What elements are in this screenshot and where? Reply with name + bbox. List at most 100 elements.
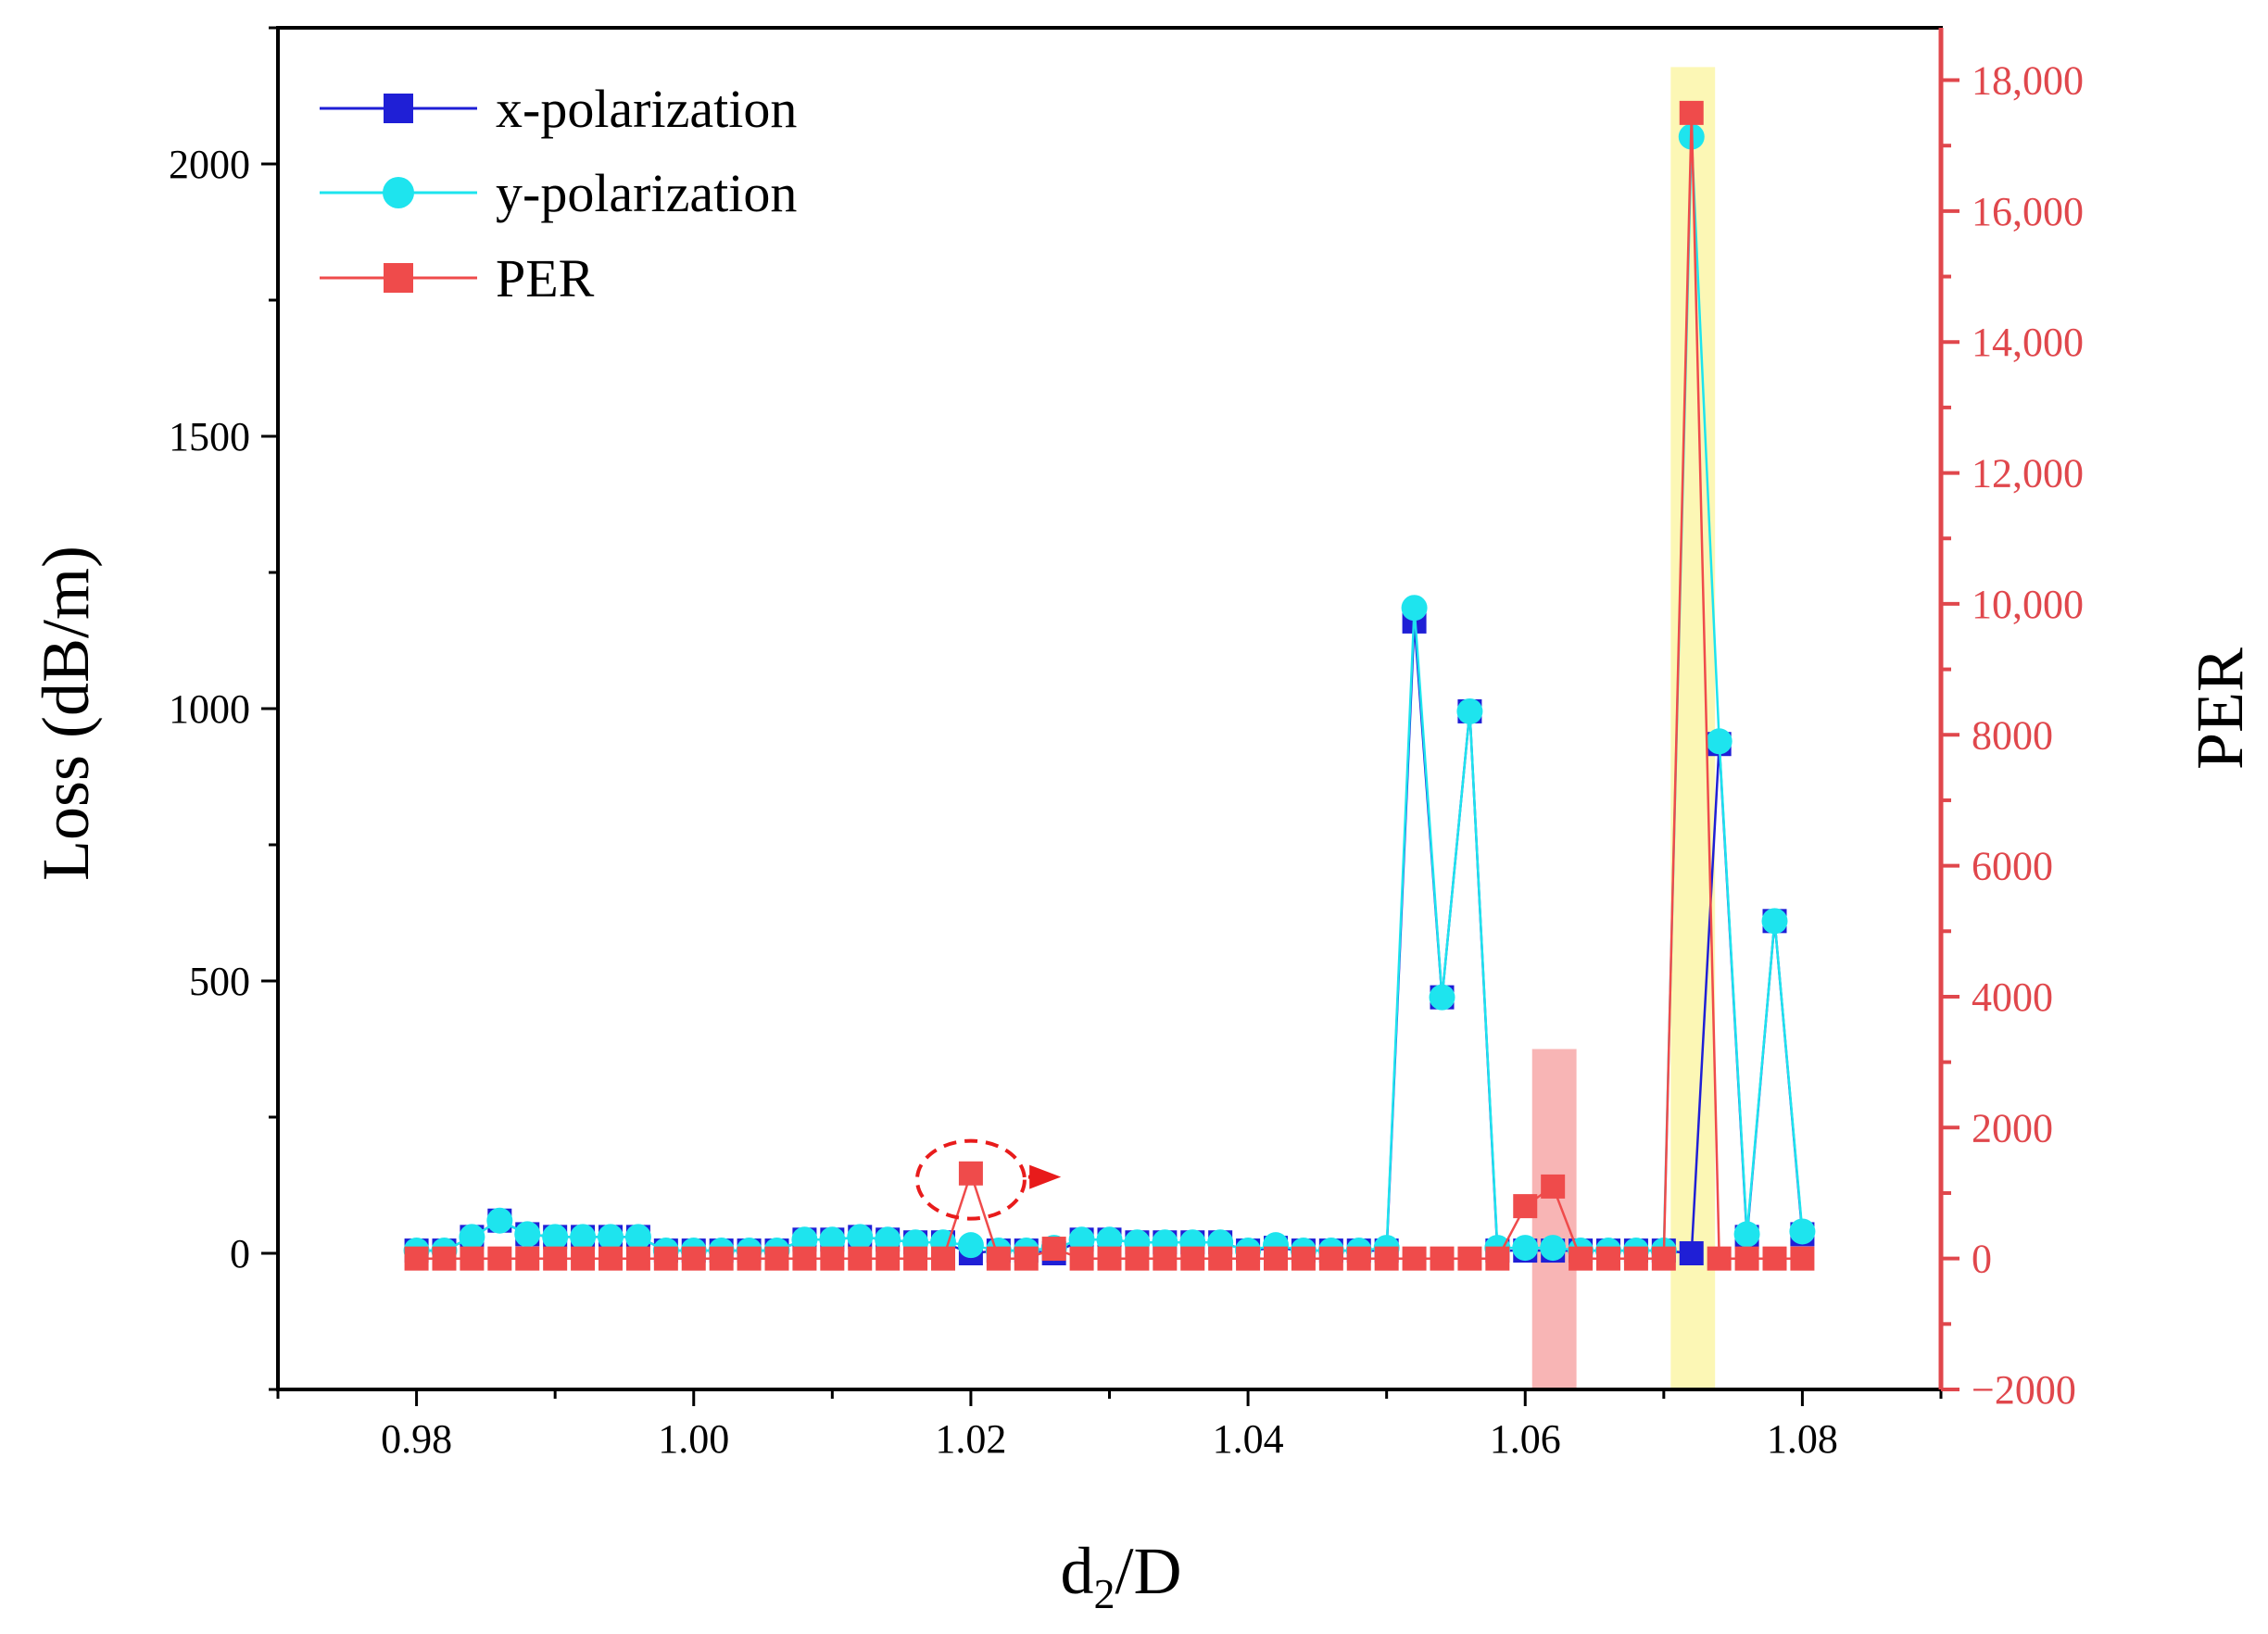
y2-tick-label-1: 0 xyxy=(1972,1237,1992,1282)
point-y-polarization xyxy=(957,1232,984,1259)
x-axis-title-rest: /D xyxy=(1115,1534,1182,1608)
point-y-polarization xyxy=(1068,1226,1095,1253)
point-PER xyxy=(1097,1246,1122,1271)
annotation-ellipse xyxy=(914,1138,1027,1221)
legend-item-x-polarization: x-polarization xyxy=(320,79,797,139)
point-y-polarization xyxy=(791,1226,818,1253)
y2-tick-label-6: 10,000 xyxy=(1972,582,2084,627)
point-y-polarization xyxy=(1512,1235,1539,1262)
x-tick-label-1: 1.00 xyxy=(658,1416,729,1462)
point-PER xyxy=(1264,1246,1288,1271)
point-PER xyxy=(1596,1246,1620,1271)
y2-tick-label-10: 18,000 xyxy=(1972,58,2084,104)
legend-item-y-polarization: y-polarization xyxy=(320,163,797,223)
y2-tick-label-0: −2000 xyxy=(1972,1367,2076,1413)
point-PER xyxy=(1208,1246,1233,1271)
point-y-polarization xyxy=(1733,1221,1760,1248)
point-PER xyxy=(1485,1246,1510,1271)
legend-label-per: PER xyxy=(496,248,595,308)
point-PER xyxy=(1541,1174,1566,1199)
y-tick-label-1: 500 xyxy=(189,959,250,1004)
point-PER xyxy=(1041,1237,1066,1262)
legend-marker-y-polarization xyxy=(383,177,414,208)
point-PER xyxy=(1430,1246,1455,1271)
legend-label-y-polarization: y-polarization xyxy=(496,163,797,223)
point-y-polarization xyxy=(486,1207,513,1234)
y-tick-label-2: 1000 xyxy=(169,686,250,732)
series-layer xyxy=(403,100,1816,1271)
point-y-polarization xyxy=(624,1224,651,1251)
point-PER xyxy=(1457,1246,1482,1271)
point-PER xyxy=(1180,1246,1205,1271)
point-PER xyxy=(571,1246,596,1271)
point-PER xyxy=(1318,1246,1343,1271)
y2-tick-label-5: 8000 xyxy=(1972,712,2053,758)
point-PER xyxy=(709,1246,734,1271)
point-y-polarization xyxy=(875,1226,901,1253)
point-y-polarization xyxy=(819,1226,846,1253)
x-tick-label-4: 1.06 xyxy=(1490,1416,1561,1462)
y2-tick-label-9: 16,000 xyxy=(1972,189,2084,234)
point-PER xyxy=(1707,1246,1732,1271)
highlight-bands xyxy=(1531,67,1716,1390)
point-x-polarization xyxy=(1679,1241,1704,1265)
point-y-polarization xyxy=(514,1221,541,1248)
x-tick-label-3: 1.04 xyxy=(1213,1416,1284,1462)
y2-tick-label-2: 2000 xyxy=(1972,1105,2053,1150)
point-y-polarization xyxy=(459,1224,485,1251)
point-y-polarization xyxy=(1401,595,1428,622)
annotation-layer xyxy=(914,1138,1062,1221)
point-PER xyxy=(1569,1246,1594,1271)
point-PER xyxy=(1153,1246,1178,1271)
point-PER xyxy=(1069,1246,1094,1271)
point-PER xyxy=(1014,1246,1039,1271)
line-PER xyxy=(416,112,1803,1260)
point-y-polarization xyxy=(1706,728,1732,755)
y2-tick-label-7: 12,000 xyxy=(1972,451,2084,496)
point-y-polarization xyxy=(847,1224,874,1251)
point-PER xyxy=(737,1246,762,1271)
annotation-arrow-head xyxy=(1029,1164,1062,1189)
point-PER xyxy=(404,1246,429,1271)
series-x-polarization xyxy=(404,609,1815,1265)
x-axis-title-sub: 2 xyxy=(1094,1570,1115,1617)
point-PER xyxy=(598,1246,623,1271)
point-PER xyxy=(432,1246,457,1271)
y-tick-label-3: 1500 xyxy=(169,414,250,459)
point-PER xyxy=(1374,1246,1399,1271)
point-y-polarization xyxy=(542,1224,569,1251)
y-tick-label-0: 0 xyxy=(230,1231,250,1276)
point-PER xyxy=(487,1246,512,1271)
point-PER xyxy=(1513,1194,1538,1219)
point-y-polarization xyxy=(1540,1235,1567,1262)
point-PER xyxy=(848,1246,873,1271)
line-y-polarization xyxy=(416,136,1804,1252)
point-y-polarization xyxy=(1429,984,1455,1011)
point-y-polarization xyxy=(1761,908,1788,935)
highlight-yellow-band xyxy=(1670,67,1716,1390)
y-axis-title: Loss (dB/m) xyxy=(29,546,103,881)
point-PER xyxy=(903,1246,928,1271)
line-x-polarization xyxy=(416,621,1804,1255)
legend-label-x-polarization: x-polarization xyxy=(496,79,797,139)
point-PER xyxy=(986,1246,1011,1271)
point-PER xyxy=(515,1246,540,1271)
y2-axis-title: PER xyxy=(2183,647,2257,770)
point-PER xyxy=(543,1246,568,1271)
legend-marker-per xyxy=(384,263,413,293)
legend-item-per: PER xyxy=(320,248,595,308)
point-PER xyxy=(460,1246,485,1271)
point-PER xyxy=(820,1246,845,1271)
point-y-polarization xyxy=(1096,1226,1123,1253)
x-tick-label-2: 1.02 xyxy=(935,1416,1006,1462)
point-PER xyxy=(931,1246,955,1271)
legend: x-polarization y-polarization PER xyxy=(320,79,797,308)
x-tick-label-5: 1.08 xyxy=(1767,1416,1838,1462)
point-PER xyxy=(1679,100,1704,125)
x-tick-label-0: 0.98 xyxy=(381,1416,452,1462)
point-PER xyxy=(792,1246,817,1271)
point-PER xyxy=(1346,1246,1371,1271)
x-axis-title-main: d xyxy=(1061,1534,1094,1608)
point-PER xyxy=(1762,1246,1787,1271)
